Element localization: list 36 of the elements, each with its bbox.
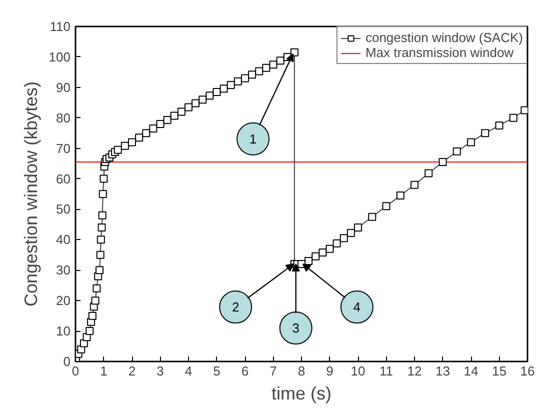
y-tick-label: 60 xyxy=(56,171,71,186)
annotation: 1 xyxy=(249,131,257,146)
x-tick-label: 8 xyxy=(298,364,306,378)
y-tick-label: 110 xyxy=(50,19,71,34)
y-axis-title: Congestion window (kbytes) xyxy=(20,81,41,307)
legend-label: congestion window (SACK) xyxy=(365,30,523,45)
x-tick-label: 3 xyxy=(156,364,164,378)
x-tick-label: 9 xyxy=(326,364,334,378)
legend-label: Max transmission window xyxy=(365,45,514,60)
x-tick-label: 1 xyxy=(100,364,108,378)
y-tick-label: 70 xyxy=(56,140,71,156)
x-tick-label: 2 xyxy=(128,364,136,378)
x-tick-label: 6 xyxy=(241,364,249,378)
x-tick-label: 12 xyxy=(407,364,422,378)
y-tick-label: 20 xyxy=(56,293,71,308)
y-tick-label: 50 xyxy=(56,202,71,217)
y-tick-label: 90 xyxy=(56,80,71,95)
x-tick-label: 4 xyxy=(184,364,192,378)
annotation: 4 xyxy=(353,300,361,315)
y-tick-label: 0 xyxy=(63,354,71,369)
x-tick-label: 5 xyxy=(213,364,220,378)
annotation: 3 xyxy=(292,320,300,336)
y-tick-label: 10 xyxy=(56,324,71,339)
annotation: 2 xyxy=(232,300,240,315)
x-axis-title: time (s) xyxy=(272,384,332,404)
x-tick-label: 14 xyxy=(464,364,478,378)
x-tick-label: 10 xyxy=(350,364,366,378)
x-tick-label: 16 xyxy=(520,364,535,378)
y-tick-label: 100 xyxy=(48,49,71,64)
y-tick-label: 80 xyxy=(56,110,71,126)
x-tick-label: 13 xyxy=(436,364,450,378)
y-tick-label: 40 xyxy=(56,232,71,248)
x-tick-label: 11 xyxy=(380,364,393,378)
y-tick-label: 30 xyxy=(56,262,71,278)
x-tick-label: 15 xyxy=(492,364,506,378)
x-tick-label: 7 xyxy=(270,364,277,378)
